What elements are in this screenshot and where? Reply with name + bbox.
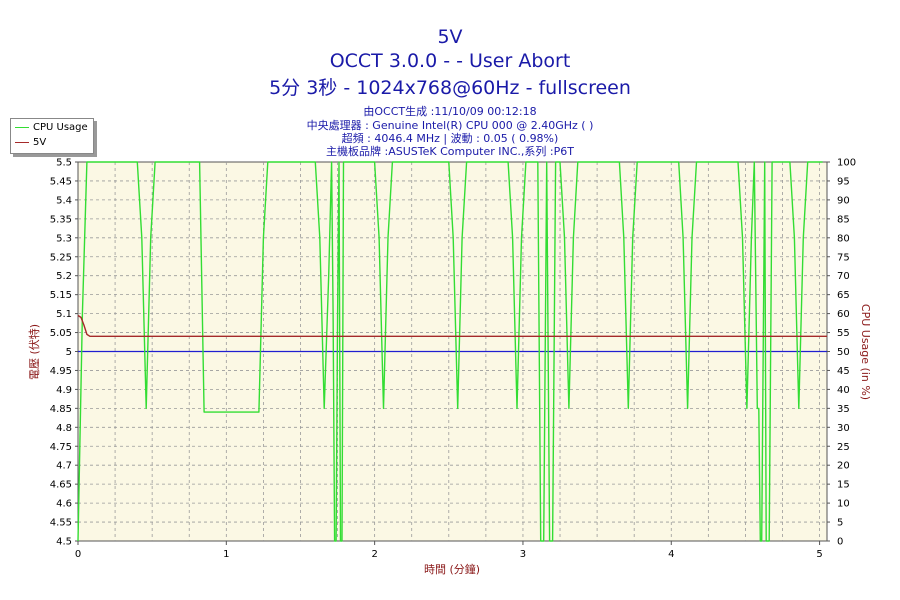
- series-line-cpu-usage: [77, 161, 823, 542]
- chart-subtitle-1: OCCT 3.0.0 - - User Abort: [329, 50, 571, 72]
- y-tick-label: 5.05: [50, 328, 72, 339]
- y2-tick-label: 55: [837, 328, 850, 339]
- grid: [78, 162, 827, 541]
- y-tick-label: 4.7: [56, 461, 72, 472]
- x-axis-title: 時間 (分鐘): [424, 562, 480, 576]
- y2-tick-label: 70: [837, 271, 850, 282]
- y-tick-label: 5.5: [56, 158, 72, 169]
- left-axis-ticks: 4.5 4.55 4.6 4.65 4.7 4.75 4.8 4.85 4.9 4.95 5 5.05…: [50, 158, 78, 548]
- legend-swatch-5v: [15, 141, 29, 143]
- y-tick-label: 4.95: [50, 366, 72, 377]
- series-group: [77, 161, 827, 542]
- x-tick-label: 3: [520, 549, 526, 560]
- y2-tick-label: 0: [837, 537, 843, 548]
- y2-tick-label: 75: [837, 252, 850, 263]
- info-line-3: 超頻 : 4046.4 MHz | 波動 : 0.05 ( 0.98%): [341, 132, 559, 145]
- x-tick-label: 2: [371, 549, 377, 560]
- x-tick-label: 1: [223, 549, 229, 560]
- legend-item-5v: 5V: [15, 136, 46, 150]
- y-tick-label: 5.25: [50, 252, 72, 263]
- legend-label-5v: 5V: [33, 137, 47, 148]
- y-tick-label: 5.2: [56, 271, 72, 282]
- y-tick-label: 5.1: [56, 309, 72, 320]
- y2-tick-label: 50: [837, 347, 850, 358]
- y2-tick-label: 90: [837, 195, 850, 206]
- y-tick-label: 4.85: [50, 404, 72, 415]
- y2-tick-label: 15: [837, 480, 850, 491]
- y-tick-label: 4.6: [56, 499, 72, 510]
- x-tick-label: 4: [668, 549, 674, 560]
- y2-tick-label: 40: [837, 385, 850, 396]
- y-tick-label: 4.75: [50, 442, 72, 453]
- y-tick-label: 4.8: [56, 423, 72, 434]
- chart-title: 5V: [437, 26, 463, 48]
- y2-tick-label: 45: [837, 366, 850, 377]
- x-tick-label: 5: [816, 549, 822, 560]
- y-tick-label: 5.4: [56, 195, 72, 206]
- y-tick-label: 5.45: [50, 176, 72, 187]
- info-line-1: 由OCCT生成 :11/10/09 00:12:18: [363, 105, 537, 118]
- y-tick-label: 4.9: [56, 385, 72, 396]
- x-axis-ticks: 0 1 2 3 4 5: [75, 541, 823, 560]
- legend-swatch-cpu-usage: [15, 126, 29, 128]
- y2-tick-label: 35: [837, 404, 850, 415]
- legend-label-cpu-usage: CPU Usage: [33, 122, 88, 133]
- y-tick-label: 5.3: [56, 233, 72, 244]
- legend-item-cpu-usage: CPU Usage: [15, 121, 88, 135]
- y-tick-label: 4.65: [50, 480, 72, 491]
- y2-tick-label: 95: [837, 176, 850, 187]
- y2-tick-label: 25: [837, 442, 850, 453]
- y2-tick-label: 5: [837, 518, 843, 529]
- chart-subtitle-2: 5分 3秒 - 1024x768@60Hz - fullscreen: [269, 77, 631, 99]
- y-tick-label: 5.15: [50, 290, 72, 301]
- y2-tick-label: 30: [837, 423, 850, 434]
- y-tick-label: 4.5: [56, 537, 72, 548]
- series-line-5v: [77, 314, 827, 337]
- y2-tick-label: 80: [837, 233, 850, 244]
- right-axis-ticks: 0 5 10 15 20 25 30 35 40 45 50 55 60 65 70 75 80 85 90 95 10…: [827, 158, 856, 548]
- legend: CPU Usage 5V: [10, 118, 94, 154]
- y2-tick-label: 65: [837, 290, 850, 301]
- y2-tick-label: 100: [837, 158, 856, 169]
- y-axis-title: 電壓 (伏特): [27, 324, 41, 380]
- y2-tick-label: 10: [837, 499, 850, 510]
- info-line-4: 主機板品牌 :ASUSTeK Computer INC.,系列 :P6T: [326, 145, 574, 158]
- y-tick-label: 4.55: [50, 518, 72, 529]
- info-line-2: 中央處理器 : Genuine Intel(R) CPU 000 @ 2.40G…: [306, 119, 594, 132]
- y-tick-label: 5: [66, 347, 72, 358]
- y-tick-label: 5.35: [50, 214, 72, 225]
- y2-tick-label: 85: [837, 214, 850, 225]
- y2-axis-title: CPU Usage (in %): [859, 304, 872, 400]
- y2-tick-label: 60: [837, 309, 850, 320]
- x-tick-label: 0: [75, 549, 81, 560]
- y2-tick-label: 20: [837, 461, 850, 472]
